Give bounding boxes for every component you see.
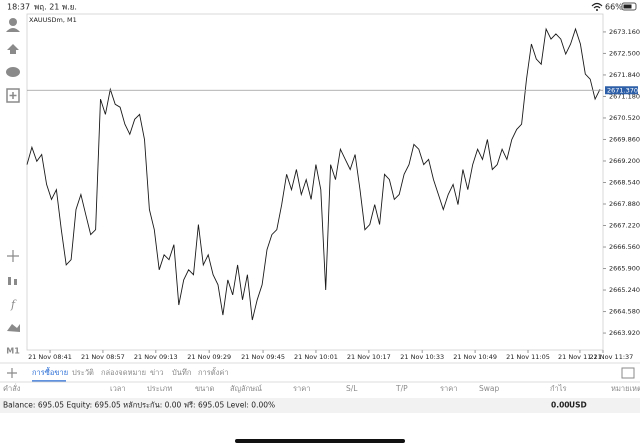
x-tick-label: 21 Nov 10:33: [400, 353, 444, 361]
battery-level: 66%: [605, 3, 623, 12]
column-header[interactable]: ราคา: [440, 384, 457, 393]
column-header[interactable]: สัญลักษณ์: [230, 384, 262, 393]
column-header[interactable]: หมายเหตุ: [611, 384, 640, 393]
panel-toggle[interactable]: [621, 367, 635, 379]
y-tick-label: 2663.920: [609, 329, 640, 337]
add-indicator-icon[interactable]: [6, 88, 20, 103]
y-tick-label: 2670.520: [609, 114, 640, 122]
x-tick-label: 21 Nov 10:17: [347, 353, 391, 361]
objects-icon[interactable]: [7, 324, 20, 332]
tab[interactable]: การซื้อขาย: [32, 367, 68, 377]
tab[interactable]: การตั้งค่า: [198, 367, 229, 377]
y-tick-label: 2665.900: [609, 265, 640, 273]
current-price-label: 2671.370: [607, 86, 638, 94]
account-currency: USD: [569, 401, 587, 410]
status-time: 18:37: [7, 3, 30, 12]
x-tick-label: 21 Nov 08:57: [81, 353, 125, 361]
chart-symbol: XAUUSDm, M1: [29, 16, 77, 24]
x-tick-label: 21 Nov 10:49: [453, 353, 497, 361]
y-tick-label: 2669.860: [609, 135, 640, 143]
add-indicator-plus: [9, 92, 17, 99]
account-summary: Balance: 695.05 Equity: 695.05 หลักประกั…: [3, 401, 275, 410]
column-header[interactable]: S/L: [346, 384, 358, 393]
x-tick-label: 21 Nov 11:37: [589, 353, 633, 361]
wifi-icon: [591, 2, 603, 9]
chat-icon[interactable]: [6, 67, 20, 77]
account-icon[interactable]: [9, 18, 17, 26]
function-icon[interactable]: f: [10, 298, 17, 311]
trade-icon[interactable]: [7, 44, 19, 54]
y-tick-label: 2665.240: [609, 286, 640, 294]
x-tick-label: 21 Nov 09:29: [187, 353, 231, 361]
crosshair-icon[interactable]: [7, 250, 19, 262]
tab[interactable]: กล่องจดหมาย: [101, 368, 146, 377]
column-header[interactable]: ขนาด: [195, 384, 214, 393]
y-tick-label: 2671.180: [609, 92, 640, 100]
column-header[interactable]: ประเภท: [147, 384, 172, 393]
y-tick-label: 2671.840: [609, 71, 640, 79]
wifi-dot: [596, 9, 598, 11]
tab[interactable]: ประวัติ: [72, 368, 94, 377]
y-tick-label: 2664.580: [609, 308, 640, 316]
x-tick-label: 21 Nov 08:41: [28, 353, 72, 361]
current-price-badge: [605, 86, 638, 95]
x-tick-label: 21 Nov 09:45: [241, 353, 285, 361]
column-header[interactable]: เวลา: [110, 384, 126, 393]
y-tick-label: 2667.880: [609, 200, 640, 208]
column-header[interactable]: กำไร: [550, 384, 567, 393]
candle-icon-b: [14, 279, 17, 285]
battery-outline: [621, 2, 637, 11]
column-header[interactable]: คำสั่ง: [3, 383, 21, 393]
account-icon-body: [6, 28, 20, 32]
x-tick-label: 21 Nov 10:01: [294, 353, 338, 361]
tab[interactable]: บันทึก: [172, 368, 191, 377]
y-tick-label: 2668.540: [609, 178, 640, 186]
y-tick-label: 2667.220: [609, 222, 640, 230]
x-tick-label: 21 Nov 11:05: [506, 353, 550, 361]
column-header[interactable]: Swap: [479, 384, 499, 393]
status-date: พฤ. 21 พ.ย.: [34, 3, 77, 12]
x-tick-label: 21 Nov 11:21: [558, 353, 602, 361]
home-indicator: [235, 439, 405, 443]
account-profit: 0.00: [551, 401, 570, 410]
y-tick-label: 2672.500: [609, 49, 640, 57]
column-header[interactable]: ราคา: [293, 384, 310, 393]
candle-icon[interactable]: [8, 277, 11, 285]
timeframe-button[interactable]: M1: [6, 347, 20, 356]
new-order-button[interactable]: [7, 368, 17, 378]
account-row-bg: [0, 398, 640, 413]
battery-fill: [623, 4, 632, 9]
x-tick-label: 21 Nov 09:13: [134, 353, 178, 361]
y-tick-label: 2669.200: [609, 157, 640, 165]
left-toolbar: f M1: [6, 18, 20, 356]
column-header[interactable]: T/P: [395, 384, 408, 393]
y-tick-label: 2666.560: [609, 243, 640, 251]
chart-frame: [26, 13, 604, 351]
y-tick-label: 2673.160: [609, 28, 640, 36]
price-line: [26, 27, 601, 321]
tab[interactable]: ข่าว: [150, 368, 164, 377]
